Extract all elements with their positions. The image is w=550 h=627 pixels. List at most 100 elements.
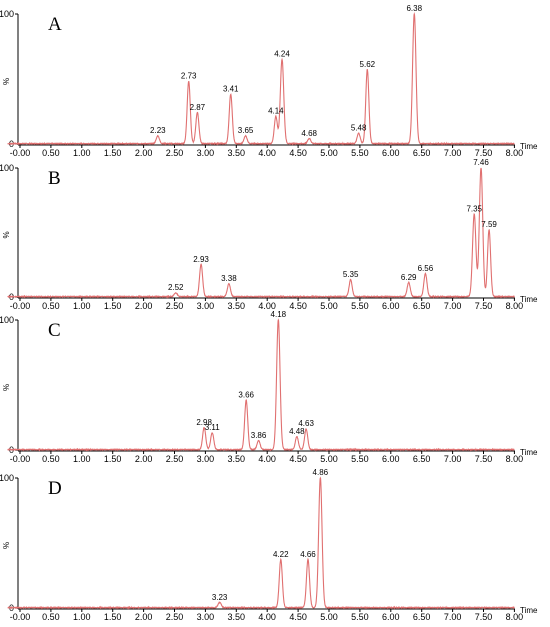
x-tick-label: 2.00 <box>135 454 153 464</box>
x-tick-label: 6.50 <box>413 148 431 158</box>
x-tick-label: 5.00 <box>320 454 338 464</box>
x-tick-label: 5.50 <box>351 301 369 311</box>
x-tick-label: 4.50 <box>289 612 307 622</box>
x-tick-label: 2.50 <box>166 454 184 464</box>
peak-label: 4.66 <box>300 550 316 559</box>
x-tick-label: 1.50 <box>104 454 122 464</box>
x-tick-label: 7.00 <box>444 148 462 158</box>
peak-label: 6.29 <box>401 273 417 282</box>
x-tick-label: 3.50 <box>228 612 246 622</box>
x-tick-label: 4.50 <box>289 148 307 158</box>
peak-label: 3.38 <box>221 274 237 283</box>
x-tick-label: 5.50 <box>351 612 369 622</box>
peak-label: 2.73 <box>181 72 197 81</box>
x-tick-label: 0.50 <box>42 301 60 311</box>
x-tick-label: -0.00 <box>10 301 31 311</box>
peak-label: 3.41 <box>223 85 239 94</box>
x-tick-label: 5.50 <box>351 454 369 464</box>
peak-label: 3.11 <box>205 423 221 432</box>
x-tick-label: 3.00 <box>197 612 215 622</box>
peak-label: 3.66 <box>238 391 254 400</box>
x-axis-label: Time <box>520 606 538 615</box>
peak-label: 2.52 <box>168 283 184 292</box>
peak-label: 6.56 <box>418 264 434 273</box>
x-tick-label: 0.50 <box>42 148 60 158</box>
panel-letter: D <box>48 478 62 499</box>
x-tick-label: 1.00 <box>73 454 91 464</box>
panel-letter: B <box>48 168 61 189</box>
y-tick-label: 100 <box>0 315 14 325</box>
chromatogram-trace <box>7 167 515 299</box>
x-tick-label: 6.50 <box>413 301 431 311</box>
x-tick-label: 1.50 <box>104 301 122 311</box>
x-tick-label: 2.50 <box>166 148 184 158</box>
x-tick-label: 8.00 <box>506 612 524 622</box>
y-tick-label: 100 <box>0 163 14 173</box>
peak-label: 2.93 <box>193 255 209 264</box>
y-axis-label: % <box>2 78 11 85</box>
x-tick-label: 1.50 <box>104 612 122 622</box>
x-tick-label: 6.00 <box>382 612 400 622</box>
peak-label: 4.22 <box>273 550 289 559</box>
peak-label: 6.38 <box>406 4 422 13</box>
x-tick-label: 4.00 <box>258 454 276 464</box>
x-tick-label: 3.00 <box>197 148 215 158</box>
x-axis-label: Time <box>520 448 538 457</box>
y-axis-label: % <box>2 231 11 238</box>
x-tick-label: 6.00 <box>382 454 400 464</box>
x-tick-label: 3.50 <box>228 148 246 158</box>
x-tick-label: 2.00 <box>135 301 153 311</box>
peak-label: 4.86 <box>313 468 329 477</box>
peak-label: 7.35 <box>466 204 482 213</box>
y-axis-label: % <box>2 384 11 391</box>
x-tick-label: 3.00 <box>197 301 215 311</box>
x-axis-label: Time <box>520 295 538 304</box>
x-tick-label: 1.00 <box>73 612 91 622</box>
x-tick-label: 7.00 <box>444 301 462 311</box>
x-tick-label: -0.00 <box>10 148 31 158</box>
peak-label: 4.48 <box>289 427 305 436</box>
x-tick-label: 6.50 <box>413 612 431 622</box>
panel-letter: A <box>48 14 62 35</box>
x-tick-label: 8.00 <box>506 148 524 158</box>
peak-label: 3.65 <box>238 126 254 135</box>
x-tick-label: 3.50 <box>228 301 246 311</box>
x-tick-label: 3.00 <box>197 454 215 464</box>
x-tick-label: 6.00 <box>382 301 400 311</box>
x-tick-label: 0.50 <box>42 454 60 464</box>
x-tick-label: 7.00 <box>444 454 462 464</box>
peak-label: 3.86 <box>251 431 267 440</box>
x-tick-label: 7.00 <box>444 612 462 622</box>
y-tick-label: 100 <box>0 9 14 19</box>
peak-label: 3.23 <box>212 593 228 602</box>
chromatogram-trace <box>7 476 515 610</box>
peak-label: 2.98 <box>196 418 212 427</box>
x-tick-label: 1.00 <box>73 301 91 311</box>
x-axis-label: Time <box>520 142 538 151</box>
x-tick-label: 8.00 <box>506 301 524 311</box>
peak-label: 2.23 <box>150 126 166 135</box>
peak-label: 7.59 <box>481 220 497 229</box>
y-tick-label: 100 <box>0 473 14 483</box>
x-tick-label: 4.00 <box>258 148 276 158</box>
y-axis-label: % <box>2 542 11 549</box>
x-tick-label: 2.50 <box>166 301 184 311</box>
chromatogram-trace <box>7 318 515 452</box>
peak-label: 4.63 <box>298 419 314 428</box>
x-tick-label: 6.00 <box>382 148 400 158</box>
x-tick-label: 7.50 <box>475 454 493 464</box>
x-tick-label: 1.00 <box>73 148 91 158</box>
peak-label: 4.68 <box>301 129 317 138</box>
x-tick-label: 2.00 <box>135 612 153 622</box>
chromatogram-trace <box>7 12 515 146</box>
x-tick-label: 7.50 <box>475 301 493 311</box>
peak-label: 5.48 <box>351 124 367 133</box>
x-tick-label: 6.50 <box>413 454 431 464</box>
peak-label: 4.18 <box>271 310 287 319</box>
peak-label: 4.14 <box>268 107 284 116</box>
x-tick-label: 3.50 <box>228 454 246 464</box>
